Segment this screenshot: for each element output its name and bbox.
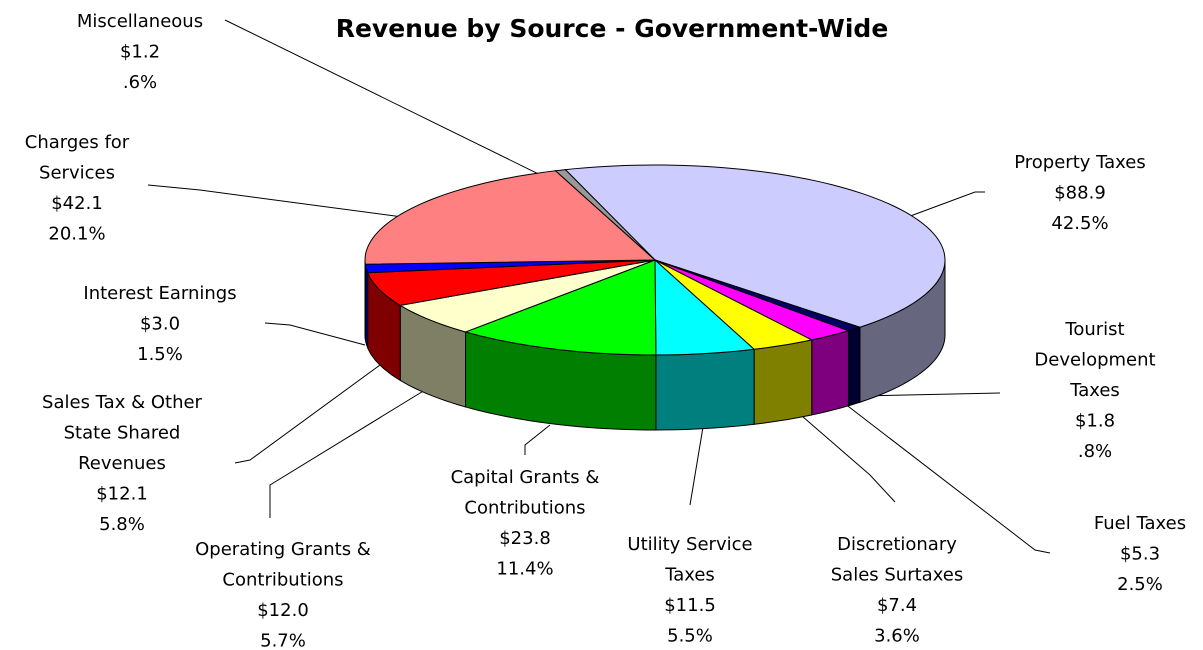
slice-label: State Shared	[64, 423, 181, 444]
slice-label: Taxes	[664, 565, 715, 586]
leader-line	[794, 409, 896, 503]
slice	[463, 259, 657, 356]
leader-line	[859, 392, 1001, 397]
value-label: $12.0	[257, 600, 309, 621]
slice	[654, 259, 814, 350]
slice-label: Sales Surtaxes	[831, 565, 964, 586]
slice-label: Fuel Taxes	[1094, 513, 1186, 534]
slice-label: Tourist	[1064, 319, 1124, 340]
percent-label: 11.4%	[496, 559, 553, 580]
percent-label: .8%	[1078, 441, 1112, 462]
leader-line	[524, 424, 551, 455]
percent-label: 5.5%	[667, 626, 713, 647]
slice-label: Sales Tax & Other	[42, 392, 203, 413]
slice-label: Charges for	[25, 132, 130, 153]
slice	[364, 170, 657, 265]
percent-label: 5.7%	[260, 631, 306, 650]
slice-label: Property Taxes	[1014, 152, 1145, 173]
slice-label: Discretionary	[837, 534, 957, 555]
slice-side	[847, 326, 861, 407]
percent-label: 20.1%	[48, 224, 105, 245]
slice-label: Contributions	[222, 570, 343, 591]
value-label: $42.1	[51, 193, 103, 214]
value-label: $12.1	[96, 484, 148, 505]
pie-tops	[364, 164, 946, 356]
leader-line	[904, 191, 985, 219]
leader-line	[269, 389, 426, 518]
slice-label: Miscellaneous	[77, 11, 203, 32]
slice-label: Services	[39, 163, 115, 184]
slice	[398, 259, 656, 333]
slice	[564, 164, 946, 328]
slice-side	[655, 348, 755, 431]
percent-label: 2.5%	[1117, 574, 1163, 595]
value-label: $11.5	[664, 595, 716, 616]
value-label: $1.8	[1075, 411, 1115, 432]
value-label: $3.0	[140, 314, 180, 335]
leader-lines	[147, 19, 1051, 554]
slice	[554, 169, 656, 261]
slice	[654, 258, 756, 356]
percent-label: 42.5%	[1051, 213, 1108, 234]
value-label: $7.4	[877, 595, 917, 616]
slice-label: Taxes	[1069, 380, 1120, 401]
leader-line	[147, 184, 411, 219]
slice-label: Interest Earnings	[83, 283, 236, 304]
value-label: $23.8	[499, 528, 551, 549]
leader-line	[224, 19, 566, 188]
percent-label: .6%	[123, 72, 157, 93]
slice	[366, 259, 656, 306]
value-label: $88.9	[1054, 183, 1106, 204]
leader-line	[689, 414, 706, 506]
percent-label: 5.8%	[99, 514, 145, 535]
slice-label: Capital Grants &	[451, 467, 600, 488]
slice-label: Contributions	[464, 498, 585, 519]
value-label: $1.2	[120, 42, 160, 63]
slice-side	[811, 330, 849, 416]
percent-label: 1.5%	[137, 344, 183, 365]
value-label: $5.3	[1120, 544, 1160, 565]
slice-label: Revenues	[78, 453, 166, 474]
leader-line	[264, 322, 366, 346]
slice-label: Development	[1034, 350, 1155, 371]
slice	[654, 259, 851, 341]
chart-title: Revenue by Source - Government-Wide	[336, 14, 889, 43]
slice-label: Operating Grants &	[195, 539, 371, 560]
leader-line	[839, 399, 1051, 554]
slice-side	[753, 339, 813, 425]
percent-label: 3.6%	[874, 626, 920, 647]
slice-label: Utility Service	[627, 534, 752, 555]
leader-line	[234, 364, 381, 464]
